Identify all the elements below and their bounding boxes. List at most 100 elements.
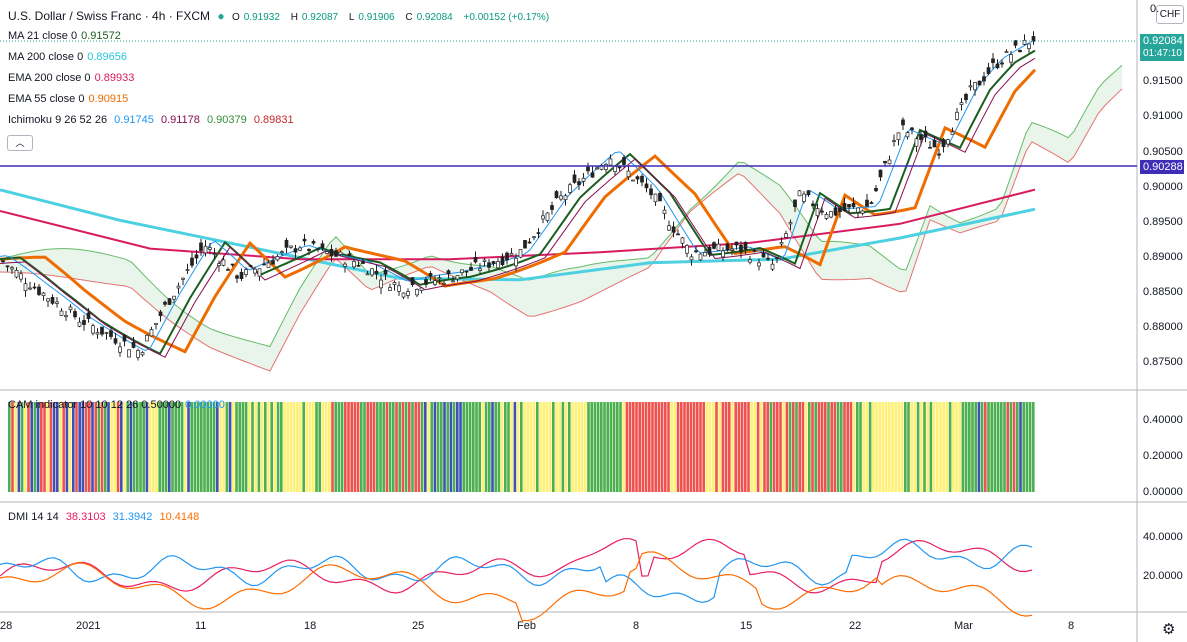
cam-bar (625, 402, 629, 492)
candle-body (613, 166, 617, 172)
cam-bar (171, 402, 174, 492)
cam-bar (833, 402, 837, 492)
cam-bar (1032, 402, 1035, 492)
candle-body (334, 250, 338, 257)
candle-body (923, 130, 928, 138)
indicator-legend-ema55[interactable]: EMA 55 close 0 0.90915 (8, 93, 129, 105)
candle-body (451, 280, 455, 283)
cam-legend[interactable]: CAM indicator 10 10 12 26 0.50000 0.00000 (8, 399, 225, 411)
cam-bar (372, 402, 376, 492)
ema200-line (0, 188, 1036, 261)
cam-bar (200, 402, 203, 492)
cam-bar (1019, 402, 1022, 492)
candle-body (788, 222, 793, 225)
candle-body (406, 291, 410, 296)
cam-bar (491, 402, 494, 492)
cam-bar (747, 402, 750, 492)
cam-bar (622, 402, 625, 492)
cam-bar (286, 402, 289, 492)
cam-bar (276, 402, 280, 492)
cam-bar (356, 402, 360, 492)
candle-body (730, 248, 734, 251)
candle-body (950, 131, 955, 135)
cam-bar (872, 402, 875, 492)
candle-body (968, 85, 973, 88)
candle-body (991, 58, 995, 63)
cam-bar (612, 402, 616, 492)
indicator-legend-ma21[interactable]: MA 21 close 0 0.91572 (8, 30, 121, 42)
candle-body (824, 214, 829, 219)
cam-bar (360, 402, 363, 492)
candle-body (626, 170, 631, 178)
candle-body (140, 352, 145, 356)
price-label: 0.91000 (1143, 110, 1183, 122)
candle-body (311, 241, 316, 244)
cam-bar (398, 402, 401, 492)
candle-body (239, 271, 244, 280)
candle-body (289, 245, 293, 248)
candle-body (307, 248, 311, 251)
candle-body (865, 199, 869, 207)
candle-body (302, 238, 307, 242)
candle-body (779, 242, 784, 245)
currency-button[interactable]: CHF (1156, 5, 1184, 24)
candle-body (212, 253, 217, 256)
candle-body (397, 285, 401, 292)
cam-bar (241, 402, 245, 492)
cam-bar (657, 402, 661, 492)
indicator-legend-ma200[interactable]: MA 200 close 0 0.89656 (8, 51, 127, 63)
time-label: 11 (195, 620, 207, 632)
candle-body (347, 253, 352, 257)
candle-body (437, 277, 442, 280)
cam-bar (513, 402, 517, 492)
cam-bar (913, 402, 917, 492)
cam-bar (849, 402, 853, 492)
cam-bar (251, 402, 254, 492)
candle-body (433, 280, 437, 285)
candle-body (491, 261, 496, 264)
candle-body (712, 242, 716, 249)
candle-body (185, 269, 190, 271)
cam-bar (424, 402, 427, 492)
candle-body (667, 225, 671, 231)
cam-bar (132, 402, 136, 492)
dmi-axis-label: 20.0000 (1143, 570, 1183, 582)
candle-body (19, 273, 23, 280)
symbol-title[interactable]: U.S. Dollar / Swiss Franc · 4h · FXCM (8, 9, 211, 23)
cam-bar (273, 402, 277, 492)
cam-bar (267, 402, 270, 492)
cam-bar (648, 402, 651, 492)
candle-body (10, 267, 14, 270)
cam-bar (264, 402, 267, 492)
cam-bar (155, 402, 158, 492)
candle-body (973, 82, 977, 91)
cam-bar (907, 402, 910, 492)
candle-body (748, 259, 752, 263)
ohlc-high: H 0.92087 (290, 12, 339, 23)
dmi-legend[interactable]: DMI 14 14 38.3103 31.3942 10.4148 (8, 511, 200, 523)
candle-body (482, 259, 487, 262)
adx-line (0, 551, 1033, 622)
cam-bar (686, 402, 689, 492)
collapse-legend-button[interactable]: ︿ (7, 135, 33, 151)
cam-bar (244, 402, 248, 492)
cam-bar (865, 402, 869, 492)
cam-bar (555, 402, 558, 492)
candle-body (181, 277, 185, 280)
cam-bar (24, 402, 27, 492)
cam-bar (75, 402, 78, 492)
cam-bar (1012, 402, 1016, 492)
candle-body (662, 209, 667, 214)
candle-body (28, 287, 32, 290)
cam-bar (961, 402, 965, 492)
cam-bar (116, 402, 120, 492)
indicator-legend-ichimoku[interactable]: Ichimoku 9 26 52 26 0.91745 0.91178 0.90… (8, 114, 294, 126)
candle-body (86, 312, 91, 319)
cam-bar (923, 402, 926, 492)
cam-bar (984, 402, 987, 492)
indicator-legend-ema200[interactable]: EMA 200 close 0 0.89933 (8, 72, 135, 84)
cam-bar (366, 402, 369, 492)
current-price-label: 0.92084 (1140, 34, 1184, 48)
gear-icon[interactable]: ⚙ (1162, 621, 1176, 638)
